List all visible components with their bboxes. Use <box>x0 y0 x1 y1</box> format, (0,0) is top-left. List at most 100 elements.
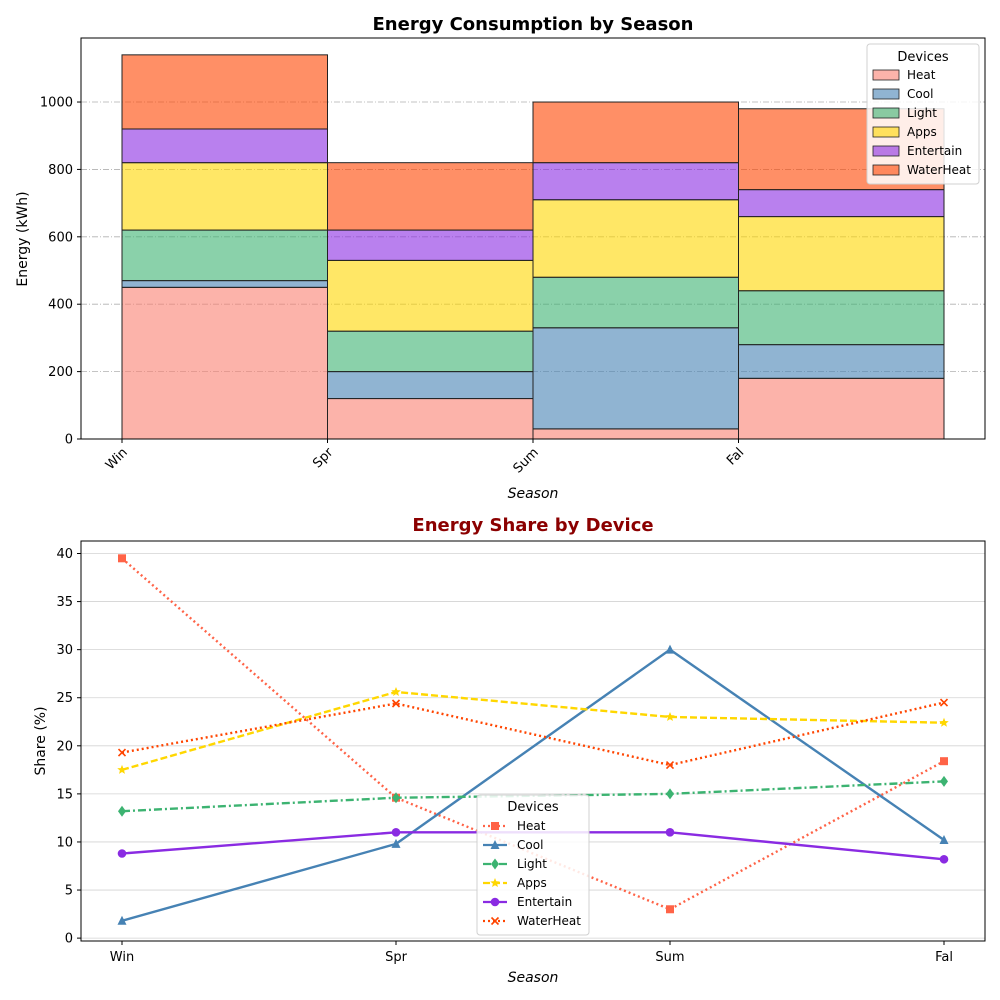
chart2-x-tick-label: Spr <box>385 950 408 965</box>
point-cool-sum <box>665 644 675 654</box>
bar-segment-heat-fal <box>738 377 945 440</box>
point-apps-win <box>117 764 127 774</box>
chart2-y-tick-label: 30 <box>56 643 73 658</box>
chart1-x-tick-label: Win <box>103 445 131 473</box>
chart1-legend-swatch-heat <box>872 69 900 81</box>
chart1-legend-swatch-light <box>872 107 900 119</box>
chart2-legend-label-light: Light <box>517 857 547 871</box>
chart1-y-tick-label: 0 <box>65 433 73 448</box>
chart2-y-tick-label: 25 <box>56 691 73 706</box>
chart1-legend-items: Heat Cool Light Apps Entertain WaterHeat <box>872 68 971 177</box>
bar-segment-cool-sum <box>532 327 739 430</box>
chart1-y-axis-label: Energy (kWh) <box>15 191 31 286</box>
chart2-y-tick-label: 35 <box>56 595 73 610</box>
chart2-legend-title: Devices <box>507 800 558 815</box>
point-heat-win <box>118 554 126 563</box>
bar-segment-light-fal <box>738 290 945 346</box>
chart2-y-tick-label: 15 <box>56 787 73 802</box>
chart1-y-tick-label: 400 <box>48 298 73 313</box>
bar-segment-heat-spr <box>327 398 534 440</box>
chart2-y-tick-label: 0 <box>65 932 73 947</box>
series-line-cool <box>121 648 945 922</box>
point-apps-fal <box>939 717 949 727</box>
bar-segment-waterheat-spr <box>327 162 534 231</box>
chart2-legend-label-heat: Heat <box>517 819 546 833</box>
chart1-legend-swatch-waterheat <box>872 164 900 176</box>
chart1-legend-label-cool: Cool <box>907 87 933 101</box>
chart1-x-ticks: Win Spr Sum Fal <box>103 439 747 476</box>
chart2-y-ticks: 0 5 10 15 20 25 30 35 40 <box>56 547 81 947</box>
chart1-legend-label-apps: Apps <box>907 125 937 139</box>
chart1-y-tick-label: 600 <box>48 230 73 245</box>
chart2-legend-marker-light <box>491 858 499 870</box>
bar-segment-heat-sum <box>532 428 739 440</box>
chart1-y-tick-label: 200 <box>48 365 73 380</box>
chart2-legend-marker-entertain <box>490 897 500 907</box>
chart1-x-axis-label: Season <box>508 486 559 502</box>
chart2-legend-label-apps: Apps <box>517 876 547 890</box>
bar-segment-entertain-sum <box>532 162 739 201</box>
chart1-legend-label-entertain: Entertain <box>907 144 962 158</box>
chart1-y-tick-label: 800 <box>48 163 73 178</box>
point-heat-sum <box>666 905 674 914</box>
point-waterheat-sum <box>665 760 675 770</box>
point-apps-spr <box>391 686 401 697</box>
bar-segment-light-win <box>121 229 328 282</box>
chart2-legend-label-cool: Cool <box>517 838 543 852</box>
point-light-sum <box>666 788 674 800</box>
chart2-legend-label-entertain: Entertain <box>517 895 572 909</box>
bar-segment-entertain-fal <box>738 189 945 218</box>
bar-segment-light-spr <box>327 330 534 373</box>
bar-segment-apps-spr <box>327 259 534 332</box>
bar-segment-entertain-spr <box>327 229 534 261</box>
point-waterheat-fal <box>939 698 949 707</box>
point-entertain-spr <box>391 828 401 837</box>
bar-segment-waterheat-win <box>121 54 328 130</box>
chart1-legend-title: Devices <box>897 50 948 65</box>
bar-segment-waterheat-sum <box>532 101 739 164</box>
chart1-legend-swatch-apps <box>872 126 900 138</box>
point-cool-fal <box>939 835 949 845</box>
chart1-title: Energy Consumption by Season <box>373 14 694 35</box>
chart2-legend-label-waterheat: WaterHeat <box>517 914 581 928</box>
point-cool-win <box>117 915 127 925</box>
chart1-x-tick-label: Fal <box>724 445 747 468</box>
point-entertain-fal <box>939 854 949 864</box>
line-chart: Energy Share by Device 0510152025303540 … <box>33 515 986 986</box>
bar-segment-light-sum <box>532 276 739 329</box>
chart2-legend-box <box>476 794 590 936</box>
chart2-x-tick-label: Win <box>110 950 134 965</box>
chart2-title: Energy Share by Device <box>412 515 653 536</box>
chart2-y-tick-label: 5 <box>65 884 73 899</box>
chart2-plot-frame <box>80 540 986 942</box>
chart2-legend-marker-waterheat <box>490 916 500 926</box>
point-light-fal <box>940 775 948 787</box>
point-waterheat-spr <box>391 699 401 708</box>
point-apps-sum <box>665 711 675 722</box>
chart2-y-axis-label: Share (%) <box>33 706 49 775</box>
point-waterheat-win <box>117 748 127 757</box>
chart1-x-tick-label: Sum <box>511 445 542 476</box>
stacked-bar-chart: Energy Consumption by Season 0 200 400 600 8… <box>15 14 986 502</box>
chart2-legend-marker-cool <box>490 840 500 849</box>
chart2-legend-marker-heat <box>491 822 499 830</box>
chart1-bars <box>121 54 945 440</box>
chart1-x-tick-label: Spr <box>310 445 337 472</box>
chart1-legend: Devices Heat Cool Light Apps Entertain WaterH… <box>866 43 980 185</box>
chart2-legend-marker-apps <box>490 878 500 888</box>
bar-segment-entertain-win <box>121 128 328 164</box>
chart1-legend-label-light: Light <box>907 106 937 120</box>
chart2-y-tick-label: 40 <box>56 547 73 562</box>
bar-segment-cool-spr <box>327 371 534 400</box>
chart2-y-tick-label: 10 <box>56 835 73 850</box>
chart1-legend-label-waterheat: WaterHeat <box>907 163 971 177</box>
chart2-x-axis-label: Season <box>508 970 559 986</box>
chart2-legend-items: Heat Cool Light Apps Entertain WaterHeat <box>483 819 581 928</box>
point-entertain-win <box>117 849 127 858</box>
bar-segment-heat-win <box>121 286 328 440</box>
series-line-apps <box>121 690 945 772</box>
point-heat-fal <box>940 757 948 766</box>
chart1-legend-swatch-entertain <box>872 145 900 157</box>
bar-segment-apps-sum <box>532 199 739 278</box>
